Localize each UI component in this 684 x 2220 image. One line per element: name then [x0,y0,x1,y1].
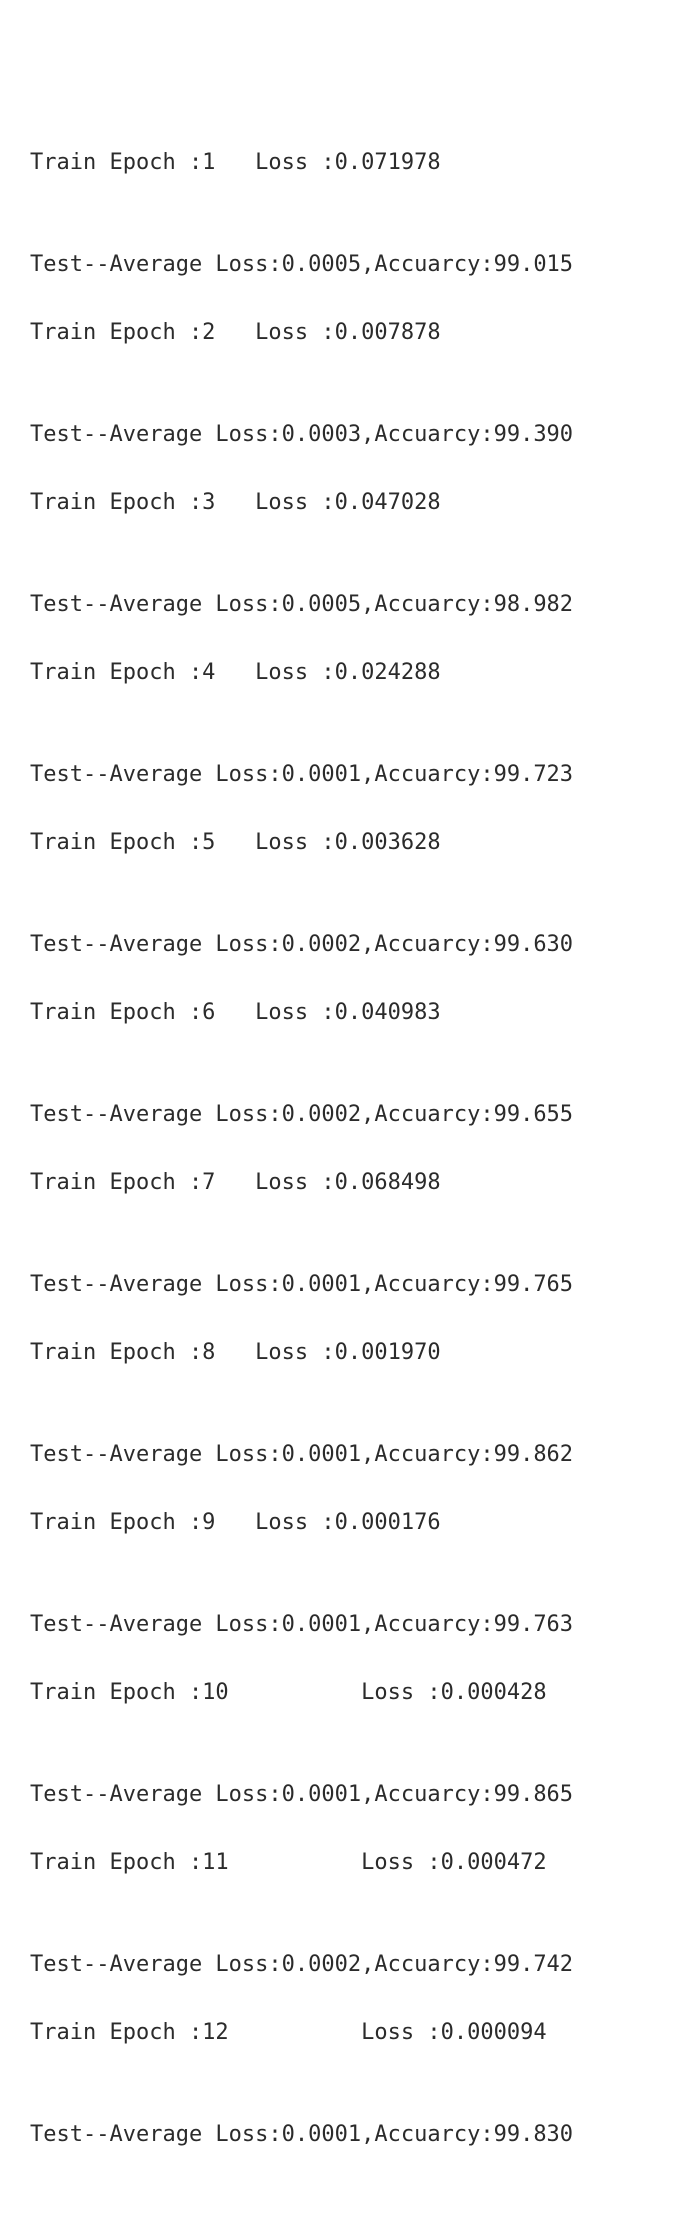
train-line: Train Epoch :8 Loss :0.001970 [30,1340,441,1365]
test-line: Test--Average Loss:0.0003,Accuarcy:99.39… [30,422,574,447]
train-line: Train Epoch :4 Loss :0.024288 [30,660,441,685]
train-line: Train Epoch :6 Loss :0.040983 [30,1000,441,1025]
train-line: Train Epoch :5 Loss :0.003628 [30,830,441,855]
epoch-block: Train Epoch :6 Loss :0.040983 Test--Aver… [30,928,670,1127]
epoch-block: Train Epoch :3 Loss :0.047028 Test--Aver… [30,418,670,617]
train-line: Train Epoch :3 Loss :0.047028 [30,490,441,515]
test-line: Test--Average Loss:0.0001,Accuarcy:99.83… [30,2122,574,2147]
test-line: Test--Average Loss:0.0005,Accuarcy:99.01… [30,252,574,277]
train-line: Train Epoch :11 Loss :0.000472 [30,1850,547,1875]
epoch-block: Train Epoch :5 Loss :0.003628 Test--Aver… [30,758,670,957]
epoch-block: Train Epoch :1 Loss :0.071978 Test--Aver… [30,78,670,277]
test-line: Test--Average Loss:0.0002,Accuarcy:99.63… [30,932,574,957]
epoch-block: Train Epoch :4 Loss :0.024288 Test--Aver… [30,588,670,787]
test-line: Test--Average Loss:0.0002,Accuarcy:99.65… [30,1102,574,1127]
test-line: Test--Average Loss:0.0001,Accuarcy:99.72… [30,762,574,787]
epoch-block: Train Epoch :2 Loss :0.007878 Test--Aver… [30,248,670,447]
train-line: Train Epoch :7 Loss :0.068498 [30,1170,441,1195]
train-line: Train Epoch :10 Loss :0.000428 [30,1680,547,1705]
train-line: Train Epoch :9 Loss :0.000176 [30,1510,441,1535]
test-line: Test--Average Loss:0.0005,Accuarcy:98.98… [30,592,574,617]
train-line: Train Epoch :2 Loss :0.007878 [30,320,441,345]
console-output: Train Epoch :1 Loss :0.071978 Test--Aver… [30,10,670,2147]
train-line: Train Epoch :1 Loss :0.071978 [30,150,441,175]
train-line: Train Epoch :12 Loss :0.000094 [30,2020,547,2045]
